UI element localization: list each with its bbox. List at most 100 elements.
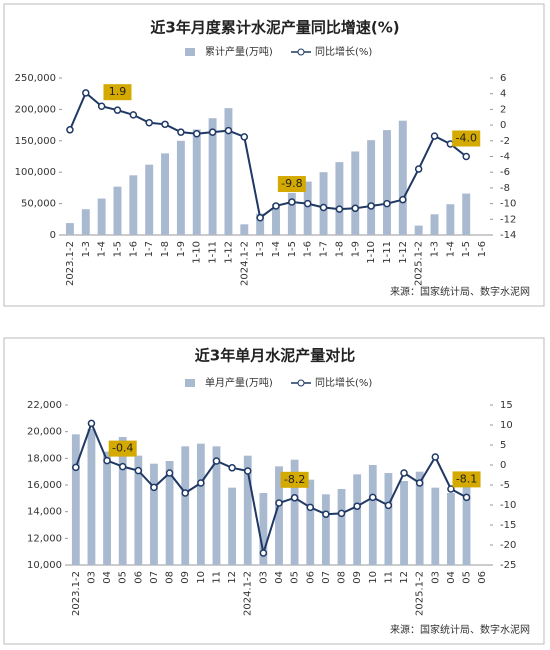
point [319, 203, 328, 212]
point [197, 479, 205, 487]
bar [398, 120, 407, 235]
bar [351, 151, 360, 235]
bar [259, 493, 268, 565]
point [288, 198, 296, 206]
point [134, 466, 143, 475]
point [462, 493, 471, 502]
source: 来源：国家统计局、数字水泥网 [390, 285, 530, 298]
x-tick-label: 1-5 [461, 241, 472, 257]
chart-title: 近3年月度累计水泥产量同比增速(%) [150, 19, 399, 37]
x-tick-label: 08 [165, 571, 176, 584]
x-tick-label: 1-7 [319, 241, 330, 257]
point [275, 499, 283, 507]
y-tick-label: 14,000 [27, 507, 62, 518]
x-tick-label: 08 [337, 571, 348, 584]
y2-tick-label: -5 [500, 480, 510, 491]
value-label: -0.4 [112, 442, 133, 455]
x-tick-label: 05 [462, 571, 473, 584]
y2-tick-label: -6 [500, 167, 510, 178]
bar [150, 463, 158, 565]
x-tick-label: 06 [305, 571, 316, 584]
bar [65, 223, 74, 235]
x-tick-label: 1-9 [176, 241, 187, 257]
value-label: 1.9 [109, 85, 127, 98]
y2-tick-label: -8 [500, 183, 510, 194]
bar [384, 473, 393, 565]
point [177, 128, 185, 136]
bar [208, 118, 217, 235]
y2-tick-label: 5 [500, 440, 506, 451]
bar [337, 489, 346, 565]
x-tick-label: 1-6 [477, 241, 488, 257]
y-tick-label: 22,000 [27, 400, 62, 411]
bar [414, 225, 423, 235]
x-tick-label: 05 [290, 571, 301, 584]
line [74, 420, 468, 554]
bar [353, 474, 362, 565]
y-tick-label: 150,000 [15, 136, 56, 147]
chart-title: 近3年单月水泥产量对比 [195, 347, 355, 365]
bar [243, 455, 252, 565]
value-label: -9.8 [281, 177, 302, 190]
point [447, 485, 455, 493]
y2-tick-label: -2 [500, 136, 510, 147]
x-tick-label: 2024.1-2 [243, 571, 254, 616]
value-label-box [277, 176, 306, 193]
value-label-box [280, 471, 309, 488]
point [181, 489, 189, 497]
bar [196, 443, 205, 565]
x-tick-label: 1-4 [271, 241, 282, 257]
bar [165, 461, 174, 565]
bar [87, 429, 96, 565]
bar [400, 481, 408, 565]
x-tick-label: 1-3 [430, 241, 441, 257]
point [192, 129, 201, 138]
point [224, 126, 233, 135]
x-tick-label: 1-12 [223, 241, 234, 264]
y-tick-label: 10,000 [27, 560, 62, 571]
x-tick-label: 10 [196, 571, 207, 584]
legend-label: 同比增长(%) [315, 45, 372, 58]
point [256, 213, 264, 222]
point [415, 479, 424, 487]
point [82, 89, 90, 97]
value-label: -4.0 [455, 132, 476, 145]
legend-swatch [185, 48, 195, 56]
y-tick-label: 250,000 [15, 73, 56, 84]
bar [192, 129, 201, 235]
x-tick-label: 11 [383, 571, 394, 584]
bar [287, 192, 296, 235]
point [118, 462, 127, 471]
x-tick-label: 1-5 [287, 241, 298, 257]
point [335, 205, 344, 213]
y2-tick-label: 2 [500, 104, 506, 115]
bar [319, 172, 328, 235]
point [240, 133, 249, 141]
point [322, 510, 330, 518]
chart-frame [3, 3, 545, 307]
bar [275, 466, 283, 565]
bar [145, 164, 154, 235]
x-tick-label: 1-10 [192, 241, 203, 264]
bar [256, 213, 265, 235]
bar [321, 494, 330, 565]
x-tick-label: 1-12 [398, 241, 409, 264]
bar [103, 451, 111, 565]
bar [212, 446, 221, 565]
point [290, 494, 299, 502]
y2-tick-label: -12 [500, 214, 516, 225]
point [150, 483, 158, 492]
bar [368, 465, 377, 565]
point [66, 126, 74, 134]
legend-swatch [297, 48, 305, 56]
x-tick-label: 2025.1-2 [415, 571, 426, 616]
x-tick-label: 1-3 [81, 241, 92, 257]
bar [306, 479, 315, 565]
y-tick-label: 18,000 [27, 453, 62, 464]
point [369, 493, 377, 502]
bar [335, 162, 344, 235]
y2-tick-label: -10 [500, 500, 516, 511]
bar [462, 483, 471, 565]
bar [181, 446, 190, 565]
